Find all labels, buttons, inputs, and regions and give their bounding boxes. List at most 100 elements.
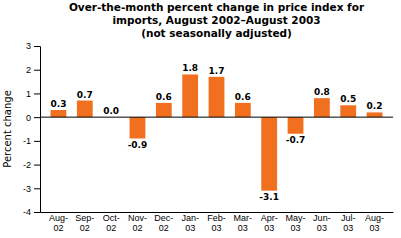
y-tick-label: -3 <box>23 184 31 194</box>
x-tick-label: Jun-03 <box>313 213 331 233</box>
x-tick: Nov-02 <box>128 212 147 233</box>
x-tick-label-line: Jan- <box>181 213 199 223</box>
bar <box>156 103 172 117</box>
x-tick-label-line: 02 <box>80 223 90 233</box>
bar <box>130 117 146 138</box>
x-tick-label-line: 03 <box>370 223 380 233</box>
bar <box>209 77 225 117</box>
y-tick: -2 <box>23 160 40 170</box>
title: Over-the-month percent change in price i… <box>69 1 365 39</box>
y-tick-mark <box>34 188 40 189</box>
x-tick-label: Jan-03 <box>181 213 199 233</box>
x-tick: Aug-03 <box>365 212 384 233</box>
bar <box>51 110 67 117</box>
bar <box>314 98 330 117</box>
data-label: -0.7 <box>286 135 306 145</box>
x-tick-label-line: 02 <box>106 223 116 233</box>
y-axis-title: Percent change <box>2 90 13 168</box>
y-tick-mark <box>34 117 40 118</box>
bar <box>235 103 251 117</box>
x-tick-label-line: 03 <box>343 223 353 233</box>
title-line: imports, August 2002–August 2003 <box>112 14 320 26</box>
y-tick-mark <box>34 93 40 94</box>
data-label: -3.1 <box>259 192 279 202</box>
x-tick: May-03 <box>286 212 306 233</box>
x-tick-label: Nov-02 <box>128 213 147 233</box>
x-tick-label-line: Aug- <box>49 213 68 223</box>
y-tick: -3 <box>23 184 40 194</box>
y-tick-label: 3 <box>26 41 31 51</box>
y-tick: -1 <box>23 136 40 146</box>
y-tick-label: 0 <box>26 113 31 123</box>
bar <box>340 105 356 117</box>
x-tick: Apr-03 <box>261 212 278 233</box>
x-tick-label-line: Nov- <box>128 213 147 223</box>
data-label: 0.5 <box>340 94 356 104</box>
y-tick-mark <box>34 141 40 142</box>
y-tick-label: 2 <box>26 65 31 75</box>
y-axis: -4 -3 -2 -1 0 1 2 3 <box>23 41 41 217</box>
data-label: 0.6 <box>156 92 172 102</box>
x-tick-label-line: 03 <box>291 223 301 233</box>
x-tick: Jun-03 <box>313 212 331 233</box>
title-line: (not seasonally adjusted) <box>141 27 292 39</box>
y-tick-label: -4 <box>23 207 31 217</box>
data-label: 1.8 <box>182 63 198 73</box>
x-tick-label: Oct-02 <box>103 213 120 233</box>
y-tick-mark <box>34 165 40 166</box>
x-tick-label-line: 02 <box>132 223 142 233</box>
x-tick-label-line: 03 <box>185 223 195 233</box>
y-tick: 3 <box>26 41 40 51</box>
y-tick: 1 <box>26 89 40 99</box>
x-tick-label-line: May- <box>286 213 306 223</box>
x-tick-label: Jul-03 <box>341 213 356 233</box>
x-tick: Dec-02 <box>154 212 173 233</box>
x-tick: Sep-02 <box>75 212 94 233</box>
x-tick-label-line: Apr- <box>261 213 278 223</box>
y-tick-mark <box>34 70 40 71</box>
plot: -4-3-2-10123Aug-02Sep-02Oct-02Nov-02Dec-… <box>23 41 394 233</box>
bar <box>182 74 198 117</box>
x-tick: Mar-03 <box>234 212 253 233</box>
data-label: 0.7 <box>77 90 93 100</box>
title-line: Over-the-month percent change in price i… <box>69 1 365 13</box>
x-tick-label: Aug-03 <box>365 213 384 233</box>
y-tick-label: -2 <box>23 160 31 170</box>
x-tick-label: Dec-02 <box>154 213 173 233</box>
x-tick-label-line: Jun- <box>313 213 331 223</box>
x-tick-label: Mar-03 <box>234 213 253 233</box>
x-tick-label-line: 03 <box>211 223 221 233</box>
data-label: 0.2 <box>367 101 383 111</box>
x-tick-label-line: 03 <box>264 223 274 233</box>
x-axis: Aug-02Sep-02Oct-02Nov-02Dec-02Jan-03Feb-… <box>41 212 394 233</box>
x-tick: Feb-03 <box>207 212 226 233</box>
data-label: 0.8 <box>314 87 330 97</box>
x-tick-label-line: Oct- <box>103 213 120 223</box>
x-tick-label-line: 03 <box>238 223 248 233</box>
bars <box>51 74 383 190</box>
bar <box>288 117 304 134</box>
data-label: -0.9 <box>128 140 148 150</box>
zero-line <box>40 117 393 118</box>
x-tick-label: Feb-03 <box>207 213 226 233</box>
data-label: 0.6 <box>235 92 251 102</box>
x-tick-label-line: Mar- <box>234 213 253 223</box>
x-tick-label-line: Aug- <box>365 213 384 223</box>
x-tick-label-line: 03 <box>317 223 327 233</box>
y-tick: -4 <box>23 207 40 217</box>
bar <box>367 112 383 117</box>
x-tick-label-line: Dec- <box>154 213 173 223</box>
x-tick-label-line: Feb- <box>207 213 226 223</box>
chart: -4-3-2-10123Aug-02Sep-02Oct-02Nov-02Dec-… <box>0 0 401 238</box>
y-tick: 0 <box>26 113 40 123</box>
x-tick-label-line: Jul- <box>341 213 356 223</box>
x-tick-label: Sep-02 <box>75 213 94 233</box>
x-tick: Jan-03 <box>181 212 199 233</box>
x-tick: Oct-02 <box>103 212 120 233</box>
y-axis-line <box>34 47 41 213</box>
x-tick-label-line: 02 <box>53 223 63 233</box>
y-tick: 2 <box>26 65 40 75</box>
bar <box>77 101 93 118</box>
x-tick-label: Aug-02 <box>49 213 68 233</box>
x-tick: Jul-03 <box>341 212 356 233</box>
